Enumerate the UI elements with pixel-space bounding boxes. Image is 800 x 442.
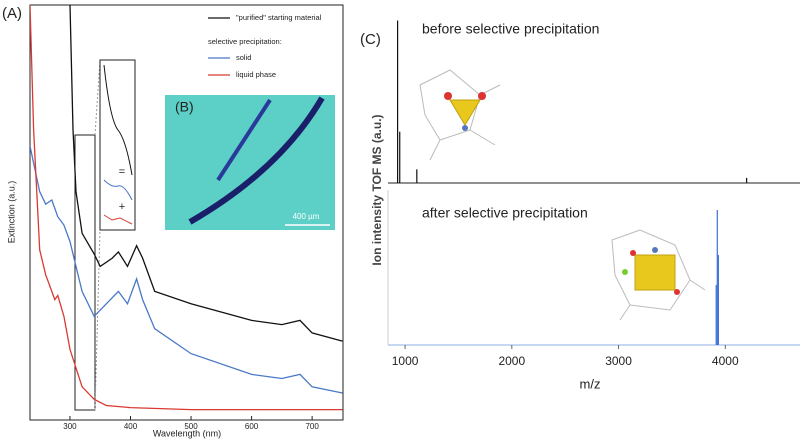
zoom-guide	[94, 59, 101, 136]
legend-label: "purified" starting material	[236, 13, 322, 22]
y-axis-label: Extinction (a.u.)	[6, 181, 16, 244]
legend-subtitle: selective precipitation:	[208, 37, 282, 46]
series-line	[30, 5, 343, 411]
x-tick-label: 500	[184, 422, 198, 431]
legend-label: solid	[236, 53, 251, 62]
y-axis-label: Ion intensity TOF MS (a.u.)	[370, 114, 384, 265]
x-tick-label: 4000	[712, 354, 739, 368]
series-line	[30, 145, 343, 394]
zoom-curve	[103, 64, 133, 176]
zoom-region	[74, 134, 96, 411]
x-tick-label: 2000	[498, 354, 525, 368]
x-tick-label: 400	[124, 422, 138, 431]
structure-core	[444, 92, 680, 295]
panel-label: (A)	[2, 5, 22, 22]
legend-label: liquid phase	[236, 70, 276, 79]
panel-title: after selective precipitation	[422, 205, 588, 221]
zoom-curve	[103, 179, 133, 201]
x-axis-label: m/z	[580, 376, 601, 391]
zoom-inset	[99, 59, 136, 231]
zoom-mark: =	[119, 166, 125, 178]
crystal	[216, 98, 272, 182]
panel-title: before selective precipitation	[422, 21, 599, 37]
x-tick-label: 600	[245, 422, 259, 431]
series-line	[69, 5, 343, 342]
x-tick-label: 1000	[392, 354, 419, 368]
plot-frame	[29, 4, 344, 421]
x-tick-label: 3000	[605, 354, 632, 368]
crystal	[188, 96, 325, 225]
x-tick-label: 300	[63, 422, 77, 431]
zoom-curve	[103, 214, 133, 225]
panel-label: (C)	[360, 31, 381, 48]
inset-label: (B)	[175, 99, 194, 115]
structure	[419, 69, 706, 321]
x-axis-label: Wavelength (nm)	[153, 428, 221, 438]
zoom-mark: +	[119, 201, 125, 213]
scale-label: 400 µm	[293, 212, 320, 221]
x-tick-label: 700	[305, 422, 319, 431]
